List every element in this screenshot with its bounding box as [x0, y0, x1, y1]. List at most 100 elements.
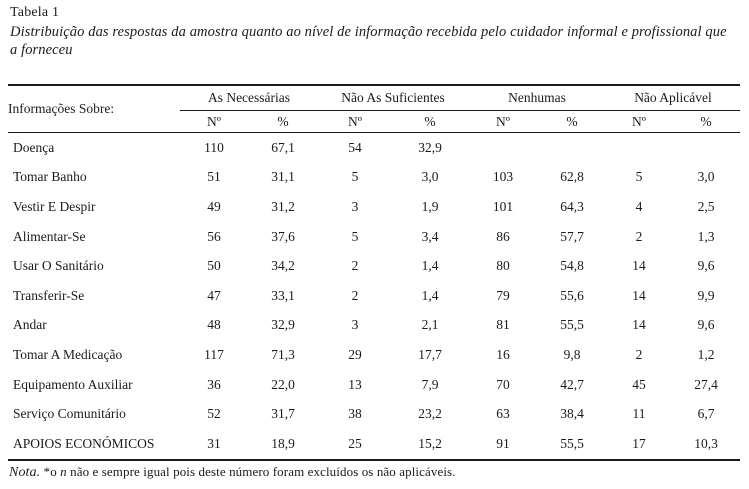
table-row: Tomar Banho 51 31,1 5 3,0 103 62,8 5 3,0: [8, 163, 740, 193]
cell: 57,7: [560, 228, 584, 244]
cell: 52: [207, 406, 221, 422]
cell: 13: [348, 376, 362, 392]
sub-header-row: Nº % Nº % Nº % Nº %: [8, 110, 740, 133]
cell: [538, 133, 606, 163]
row-label: Usar O Sanitário: [13, 258, 104, 274]
table-row: Serviço Comunitário 52 31,7 38 23,2 63 3…: [8, 399, 740, 429]
cell: 1,3: [697, 228, 715, 244]
note-variable-n: n: [60, 464, 67, 479]
cell: 3: [351, 317, 359, 333]
cell: 45: [632, 376, 646, 392]
row-label: Transferir-Se: [13, 287, 85, 303]
cell: 56: [207, 228, 221, 244]
note-text: não e sempre igual pois deste número for…: [70, 464, 456, 479]
cell: 64,3: [560, 198, 584, 214]
cell: 81: [496, 317, 510, 333]
cell: 10,3: [694, 435, 718, 451]
cell: 110: [204, 139, 224, 155]
cell: 11: [632, 406, 646, 422]
cell: 5: [351, 169, 359, 185]
cell: 1,2: [697, 346, 715, 362]
cell: 18,9: [271, 435, 295, 451]
row-label: Alimentar-Se: [13, 228, 86, 244]
cell: 27,4: [694, 376, 718, 392]
cell: 31,7: [271, 406, 295, 422]
row-label: Tomar A Medicação: [13, 346, 123, 362]
cell: 55,5: [560, 435, 584, 451]
cell: 91: [496, 435, 510, 451]
table-row: Vestir E Despir 49 31,2 3 1,9 101 64,3 4…: [8, 192, 740, 222]
col-header-n: Nº: [318, 110, 392, 133]
cell: 14: [632, 258, 646, 274]
cell: 2,5: [697, 198, 715, 214]
group-header-nao-as-suficientes: Não As Suficientes: [318, 85, 468, 111]
cell: 5: [351, 228, 359, 244]
cell: 33,1: [271, 287, 295, 303]
table-caption: Distribuição das respostas da amostra qu…: [10, 23, 747, 59]
cell: 1,9: [421, 198, 439, 214]
row-label: Vestir E Despir: [13, 198, 96, 214]
cell: 14: [632, 287, 646, 303]
cell: 22,0: [271, 376, 295, 392]
cell: 5: [635, 169, 643, 185]
cell: 2: [635, 346, 643, 362]
cell: 71,3: [271, 346, 295, 362]
table-row: Alimentar-Se 56 37,6 5 3,4 86 57,7 2 1,3: [8, 222, 740, 252]
row-label: Tomar Banho: [13, 169, 87, 185]
cell: [468, 133, 538, 163]
cell: 54,8: [560, 258, 584, 274]
cell: 25: [348, 435, 362, 451]
cell: 55,6: [560, 287, 584, 303]
col-header-pct: %: [392, 110, 468, 133]
cell: 50: [207, 258, 221, 274]
cell: 37,6: [271, 228, 295, 244]
cell: 101: [492, 198, 514, 214]
cell: 31: [207, 435, 221, 451]
group-header-as-necessarias: As Necessárias: [180, 85, 318, 111]
cell: 80: [496, 258, 510, 274]
cell: 2,1: [421, 317, 439, 333]
cell: 62,8: [560, 169, 584, 185]
cell: [672, 133, 740, 163]
cell: 3,0: [697, 169, 715, 185]
table-row: Tomar A Medicação 117 71,3 29 17,7 16 9,…: [8, 340, 740, 370]
cell: 16: [496, 346, 510, 362]
group-header-row: Informações Sobre: As Necessárias Não As…: [8, 85, 740, 133]
cell: 117: [204, 346, 224, 362]
table-row: Doença 110 67,1 54 32,9: [8, 133, 740, 163]
cell: 17,7: [418, 346, 442, 362]
cell: 3,0: [421, 169, 439, 185]
cell: 42,7: [560, 376, 584, 392]
cell: 51: [207, 169, 221, 185]
cell: 103: [492, 169, 514, 185]
cell: 9,8: [563, 346, 581, 362]
table-row: Usar O Sanitário 50 34,2 2 1,4 80 54,8 1…: [8, 251, 740, 281]
cell: 49: [207, 198, 221, 214]
table-row: Andar 48 32,9 3 2,1 81 55,5 14 9,6: [8, 311, 740, 341]
cell: 86: [496, 228, 510, 244]
stub-header: Informações Sobre:: [8, 85, 180, 133]
cell: 79: [496, 287, 510, 303]
cell: 9,9: [697, 287, 715, 303]
cell: 32,9: [271, 317, 295, 333]
note-asterisk-o: *o: [43, 464, 57, 479]
col-header-pct: %: [538, 110, 606, 133]
cell: 1,4: [421, 258, 439, 274]
cell: 6,7: [697, 406, 715, 422]
note-lead: Nota.: [9, 465, 41, 480]
col-header-n: Nº: [180, 110, 248, 133]
cell: 70: [496, 376, 510, 392]
table-row: APOIOS ECONÓMICOS 31 18,9 25 15,2 91 55,…: [8, 429, 740, 460]
group-header-nenhumas: Nenhumas: [468, 85, 606, 111]
table-caption-line1: Distribuição das respostas da amostra qu…: [10, 24, 727, 40]
table-row: Transferir-Se 47 33,1 2 1,4 79 55,6 14 9…: [8, 281, 740, 311]
row-label: Equipamento Auxiliar: [13, 376, 133, 392]
cell: 15,2: [418, 435, 442, 451]
table-note: Nota. *o n não e sempre igual pois deste…: [9, 464, 456, 481]
cell: 47: [207, 287, 221, 303]
cell: 55,5: [560, 317, 584, 333]
row-label: Doença: [13, 139, 55, 155]
col-header-n: Nº: [606, 110, 672, 133]
cell: 2: [635, 228, 643, 244]
